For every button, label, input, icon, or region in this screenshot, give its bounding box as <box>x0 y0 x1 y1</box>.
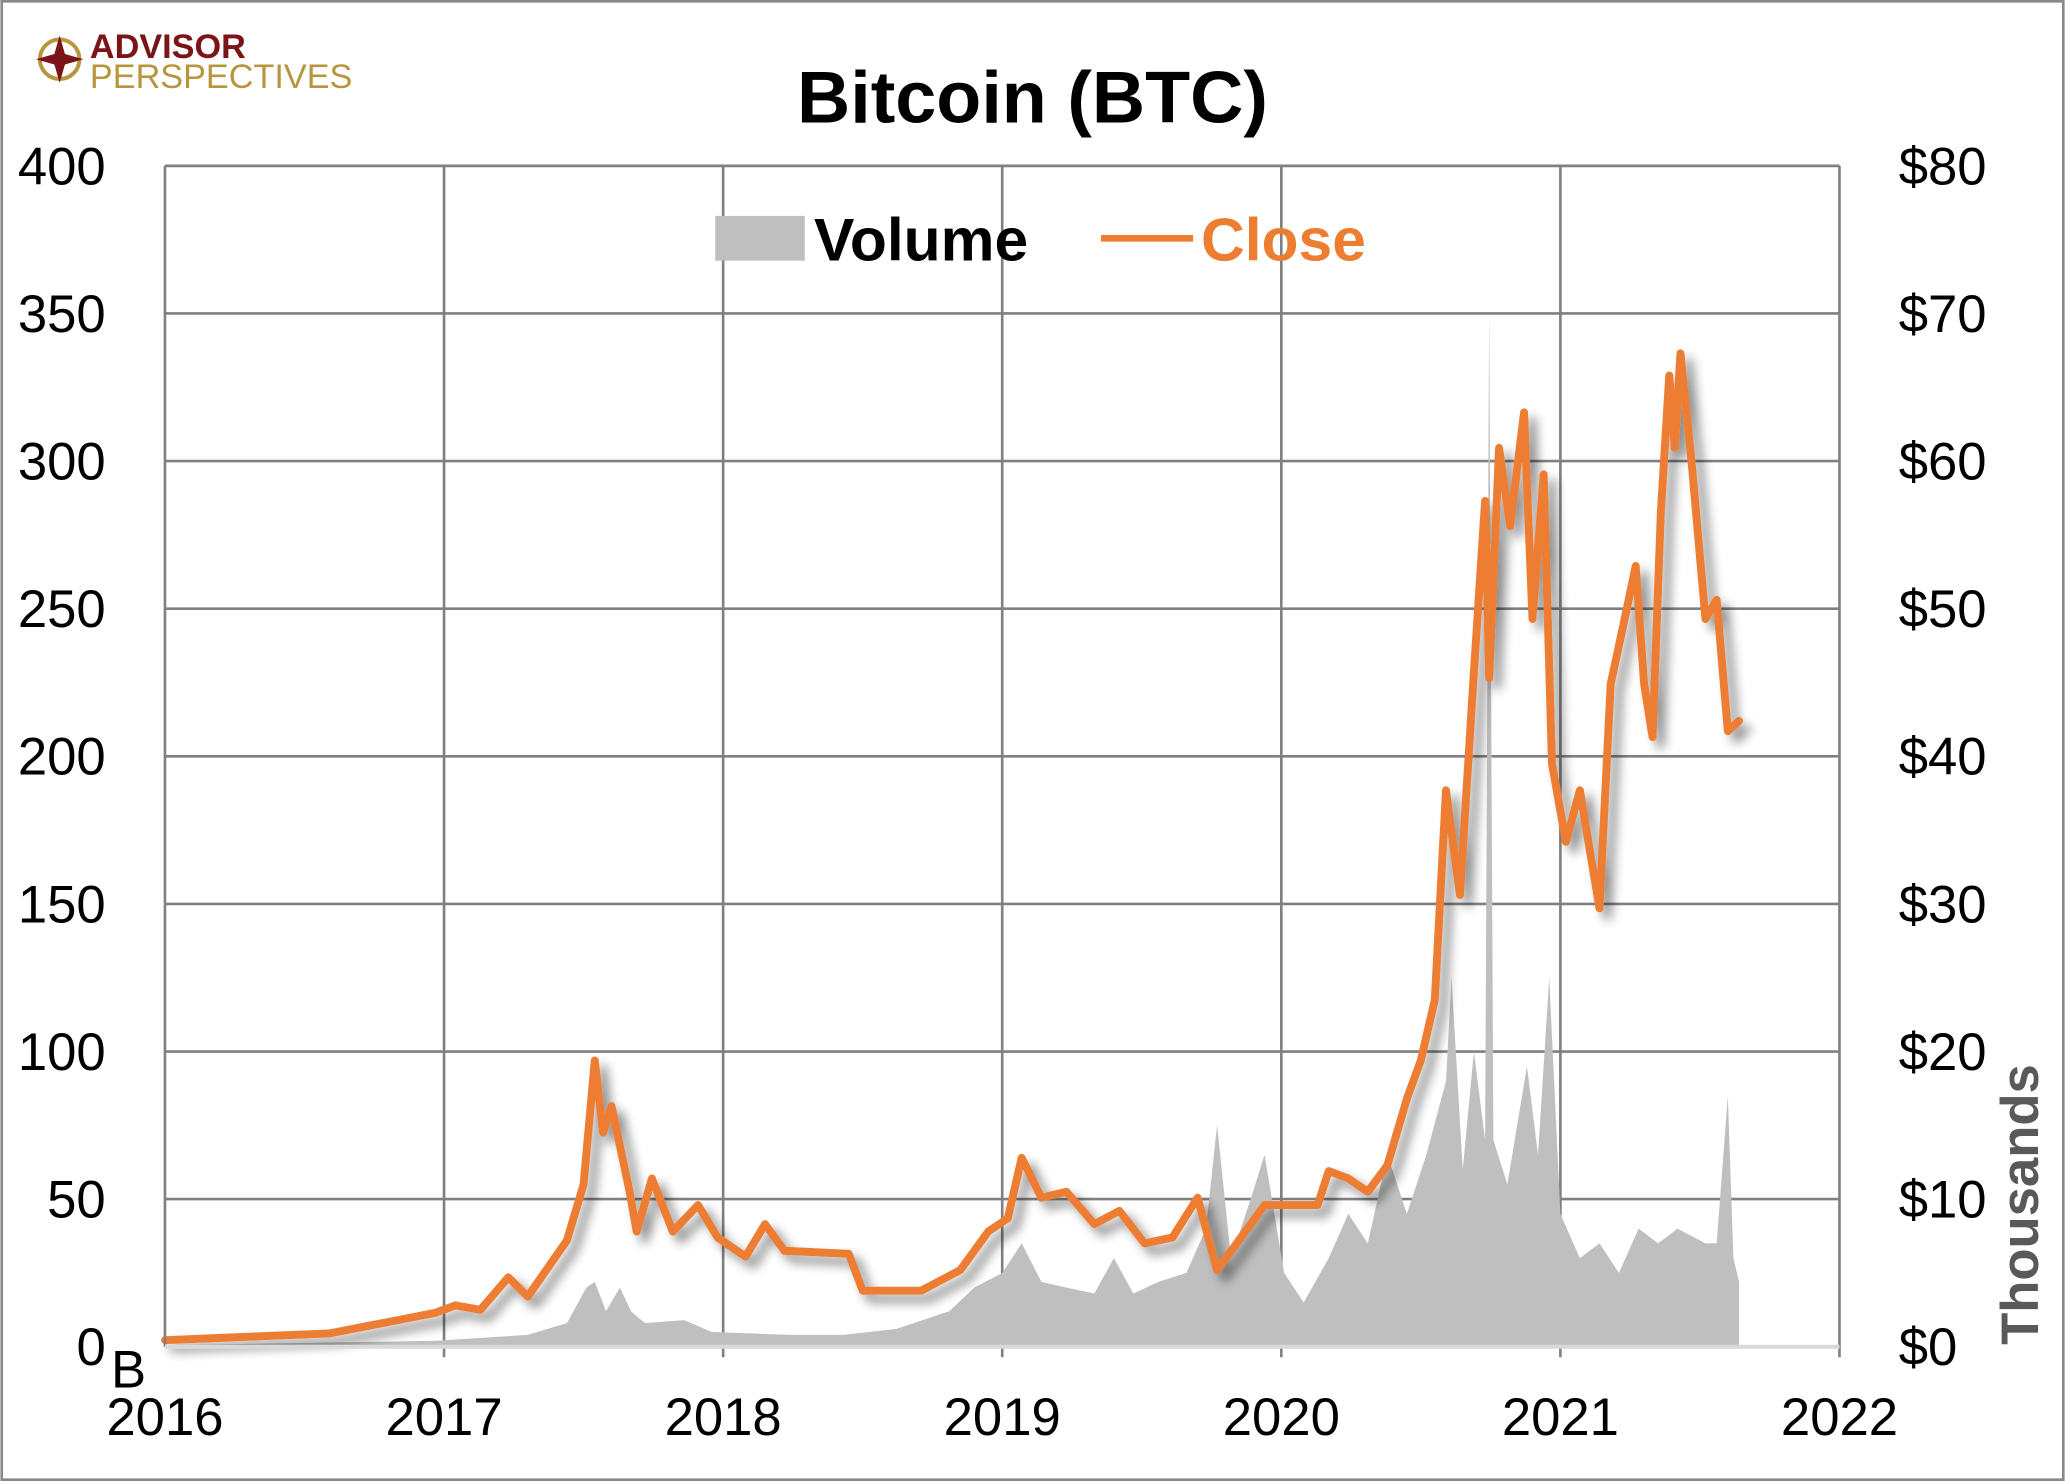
logo-line2: PERSPECTIVES <box>90 58 352 96</box>
legend-volume-swatch <box>715 215 805 261</box>
right-tick-label: $0 <box>1899 1318 1958 1377</box>
gridlines <box>164 164 1841 1358</box>
x-tick-label: 2017 <box>385 1388 502 1447</box>
x-tick-label: 2020 <box>1223 1388 1340 1447</box>
right-tick-label: $50 <box>1899 580 1987 639</box>
left-tick-label: 300 <box>18 433 106 492</box>
left-axis-unit: B <box>111 1341 146 1400</box>
legend: Volume Close <box>715 206 1366 274</box>
right-tick-label: $80 <box>1899 137 1987 196</box>
close-series <box>161 349 1743 1345</box>
x-tick-label: 2018 <box>665 1388 782 1447</box>
x-tick-label: 2019 <box>944 1388 1061 1447</box>
left-tick-label: 100 <box>18 1023 106 1082</box>
right-tick-label: $10 <box>1899 1171 1987 1230</box>
left-tick-label: 350 <box>18 285 106 344</box>
compass-star-icon <box>35 35 84 83</box>
legend-volume-label: Volume <box>814 206 1028 274</box>
left-tick-label: 0 <box>76 1318 105 1377</box>
legend-close-label: Close <box>1201 206 1366 274</box>
left-tick-label: 200 <box>18 728 106 787</box>
logo: ADVISOR PERSPECTIVES <box>35 28 352 96</box>
right-tick-label: $40 <box>1899 728 1987 787</box>
left-tick-label: 250 <box>18 580 106 639</box>
left-tick-label: 400 <box>18 137 106 196</box>
chart-title: Bitcoin (BTC) <box>797 55 1268 138</box>
right-tick-label: $70 <box>1899 285 1987 344</box>
left-tick-label: 150 <box>18 875 106 934</box>
right-tick-label: $20 <box>1899 1023 1987 1082</box>
logo-line1: ADVISOR <box>90 28 246 66</box>
right-axis-label: Thousands <box>1991 1064 2050 1345</box>
left-tick-label: 50 <box>47 1171 106 1230</box>
right-tick-label: $30 <box>1899 875 1987 934</box>
x-tick-label: 2021 <box>1502 1388 1619 1447</box>
x-tick-label: 2022 <box>1781 1388 1898 1447</box>
x-tick-label: 2016 <box>106 1388 223 1447</box>
right-tick-label: $60 <box>1899 433 1987 492</box>
axes: 0 $0 50 $10 100 $20 150 $30 200 $40 250 $50 300 $60 35… <box>18 137 1987 1447</box>
